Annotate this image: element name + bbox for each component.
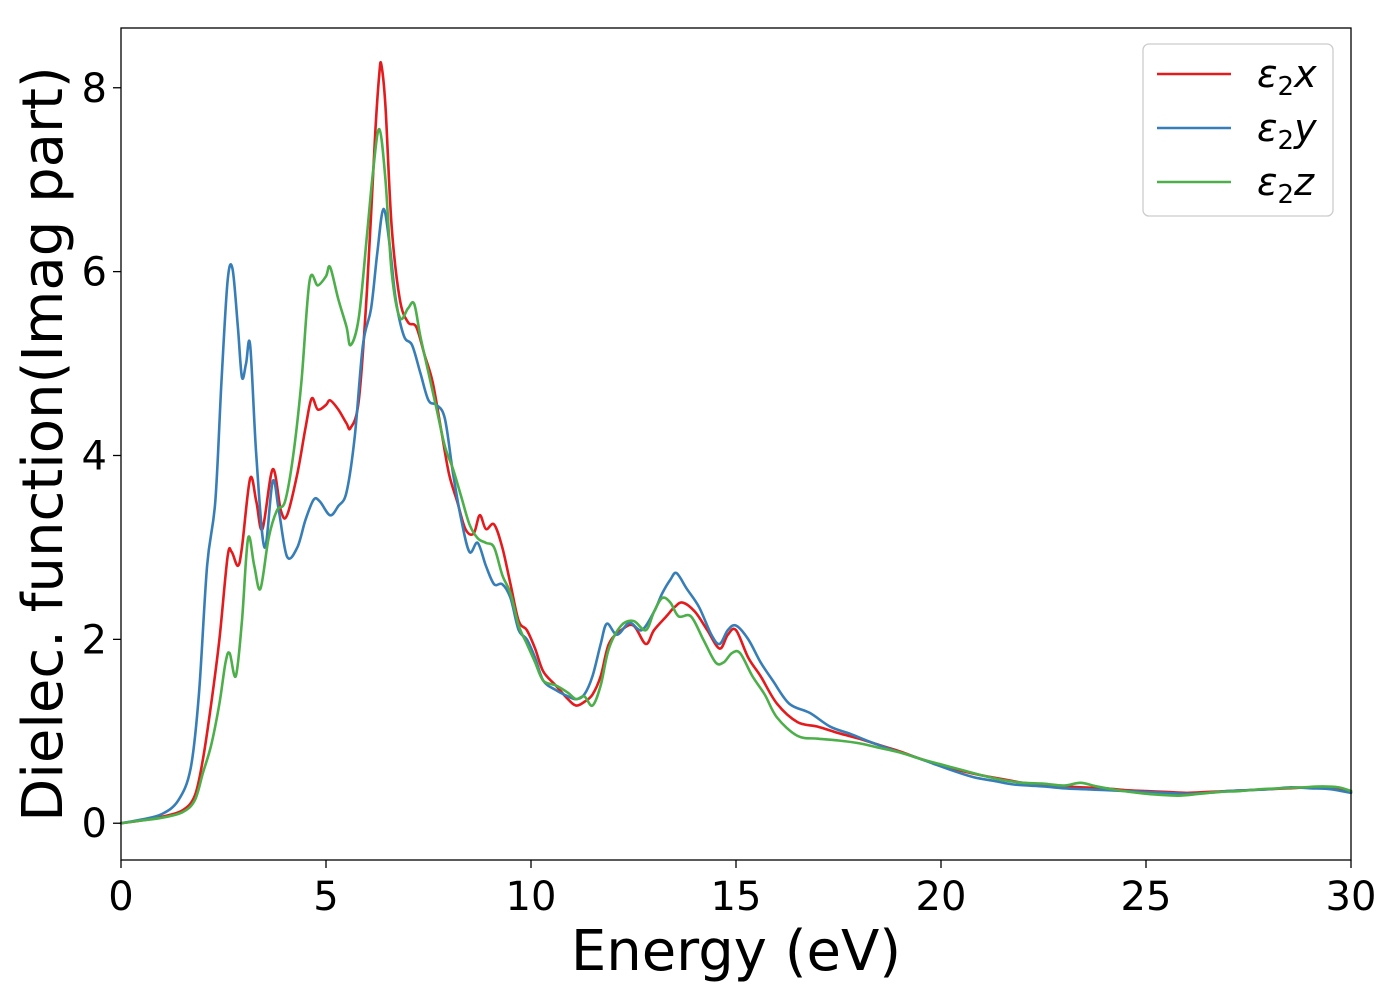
series-line-y (119, 207, 1353, 825)
x-tick-label: 30 (1326, 874, 1377, 920)
y-tick-label: 8 (82, 66, 107, 112)
x-tick-label: 5 (313, 874, 338, 920)
y-axis-ticks: 0 2 4 6 8 (82, 66, 121, 847)
legend-label-y: ε2y (1257, 106, 1317, 156)
y-tick-label: 0 (82, 801, 107, 847)
x-tick-label: 20 (916, 874, 967, 920)
x-axis-title: Energy (eV) (571, 919, 901, 984)
plot-lines (119, 60, 1353, 825)
y-tick-label: 2 (82, 617, 107, 663)
x-tick-label: 25 (1121, 874, 1172, 920)
y-tick-label: 6 (82, 250, 107, 296)
legend-box (1142, 43, 1334, 217)
series-line-z (119, 127, 1353, 825)
x-axis-ticks: 0 5 10 15 20 25 30 (108, 860, 1376, 920)
y-tick-label: 4 (82, 433, 107, 479)
x-tick-label: 15 (711, 874, 762, 920)
legend-label-z: ε2z (1257, 160, 1315, 210)
x-tick-label: 10 (506, 874, 557, 920)
y-axis-title: Dielec. function(Imag part) (11, 66, 76, 822)
x-tick-label: 0 (108, 874, 133, 920)
legend-label-x: ε2x (1257, 52, 1317, 102)
